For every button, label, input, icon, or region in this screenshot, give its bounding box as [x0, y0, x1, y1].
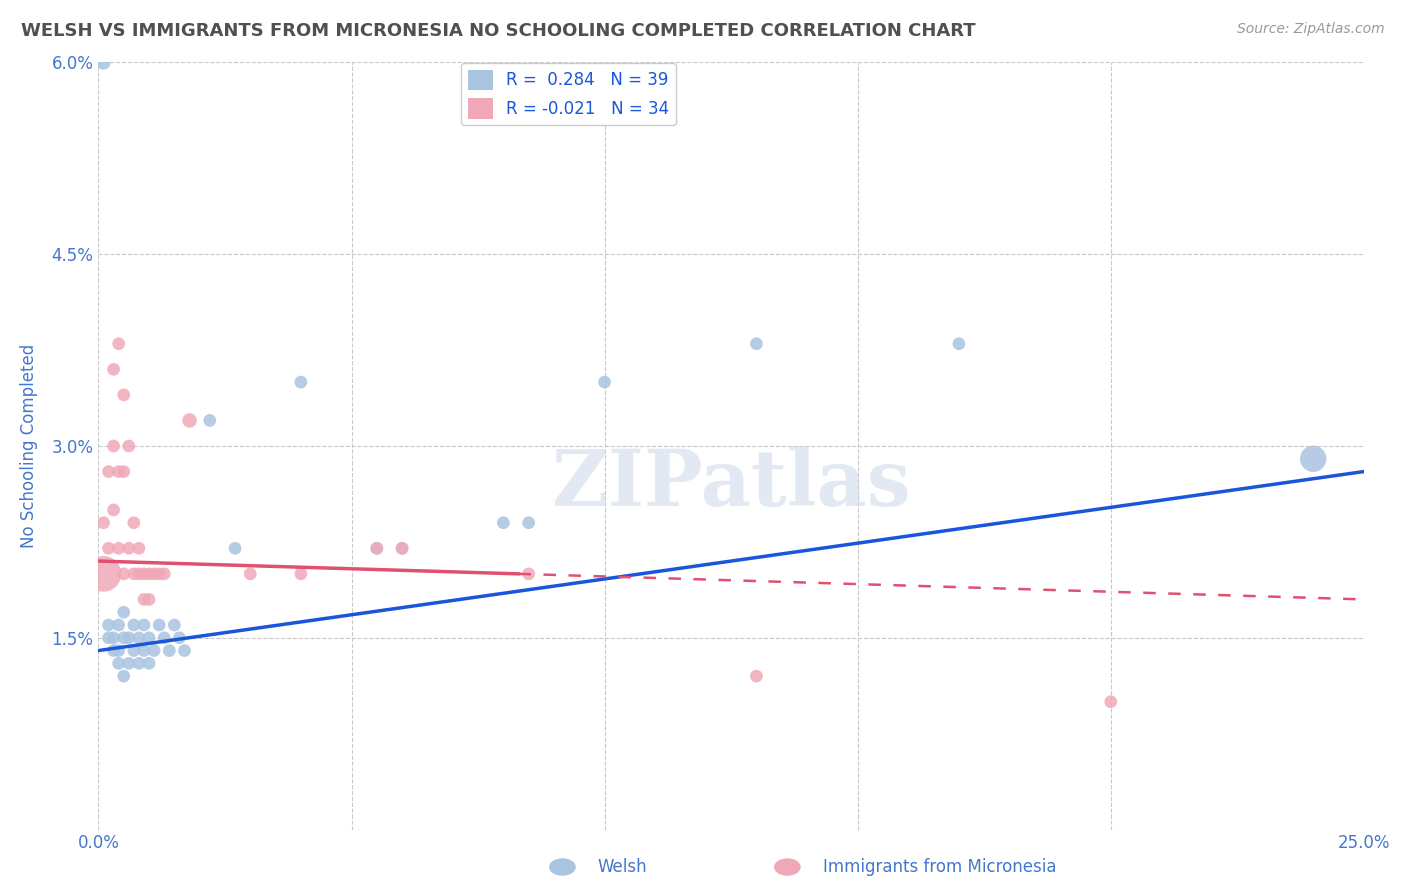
- Point: [112, 566, 135, 581]
- Point: [290, 566, 312, 581]
- Point: [148, 566, 170, 581]
- Point: [132, 618, 155, 632]
- Y-axis label: No Schooling Completed: No Schooling Completed: [20, 344, 38, 548]
- Point: [97, 465, 120, 479]
- Point: [391, 541, 413, 556]
- Point: [93, 566, 115, 581]
- Point: [118, 439, 141, 453]
- Point: [112, 669, 135, 683]
- Point: [157, 643, 180, 657]
- Point: [107, 657, 129, 671]
- Point: [103, 643, 125, 657]
- Point: [97, 618, 120, 632]
- Point: [745, 669, 768, 683]
- Point: [107, 643, 129, 657]
- Point: [93, 516, 115, 530]
- Point: [148, 618, 170, 632]
- Point: [122, 566, 145, 581]
- Point: [366, 541, 388, 556]
- Point: [239, 566, 262, 581]
- Text: WELSH VS IMMIGRANTS FROM MICRONESIA NO SCHOOLING COMPLETED CORRELATION CHART: WELSH VS IMMIGRANTS FROM MICRONESIA NO S…: [21, 22, 976, 40]
- Point: [132, 592, 155, 607]
- Point: [153, 566, 176, 581]
- Point: [224, 541, 246, 556]
- Point: [93, 55, 115, 70]
- Point: [290, 375, 312, 389]
- Point: [143, 643, 166, 657]
- Point: [366, 541, 388, 556]
- Point: [122, 618, 145, 632]
- Text: Immigrants from Micronesia: Immigrants from Micronesia: [823, 858, 1056, 876]
- Point: [143, 566, 166, 581]
- Point: [132, 643, 155, 657]
- Point: [118, 541, 141, 556]
- Text: Welsh: Welsh: [598, 858, 647, 876]
- Point: [517, 516, 540, 530]
- Point: [138, 631, 160, 645]
- Point: [138, 566, 160, 581]
- Point: [103, 362, 125, 376]
- Legend: R =  0.284   N = 39, R = -0.021   N = 34: R = 0.284 N = 39, R = -0.021 N = 34: [461, 63, 676, 126]
- Text: ZIPatlas: ZIPatlas: [551, 446, 911, 523]
- Point: [112, 631, 135, 645]
- Text: Source: ZipAtlas.com: Source: ZipAtlas.com: [1237, 22, 1385, 37]
- Point: [745, 336, 768, 351]
- Point: [112, 465, 135, 479]
- Point: [1099, 695, 1122, 709]
- Point: [128, 657, 150, 671]
- Point: [163, 618, 186, 632]
- Point: [138, 592, 160, 607]
- Point: [97, 631, 120, 645]
- Point: [103, 631, 125, 645]
- Point: [103, 439, 125, 453]
- Point: [169, 631, 191, 645]
- Point: [97, 541, 120, 556]
- Point: [517, 566, 540, 581]
- Point: [112, 388, 135, 402]
- Point: [107, 541, 129, 556]
- Point: [391, 541, 413, 556]
- Point: [118, 631, 141, 645]
- Point: [1302, 451, 1324, 466]
- Point: [128, 631, 150, 645]
- Point: [122, 516, 145, 530]
- Point: [173, 643, 195, 657]
- Point: [128, 566, 150, 581]
- Point: [107, 336, 129, 351]
- Point: [492, 516, 515, 530]
- Point: [118, 657, 141, 671]
- Point: [138, 657, 160, 671]
- Point: [107, 465, 129, 479]
- Point: [198, 413, 221, 427]
- Point: [128, 541, 150, 556]
- Point: [948, 336, 970, 351]
- Point: [107, 618, 129, 632]
- Point: [103, 503, 125, 517]
- Point: [122, 643, 145, 657]
- Point: [179, 413, 201, 427]
- Point: [153, 631, 176, 645]
- Point: [112, 605, 135, 619]
- Point: [593, 375, 616, 389]
- Point: [132, 566, 155, 581]
